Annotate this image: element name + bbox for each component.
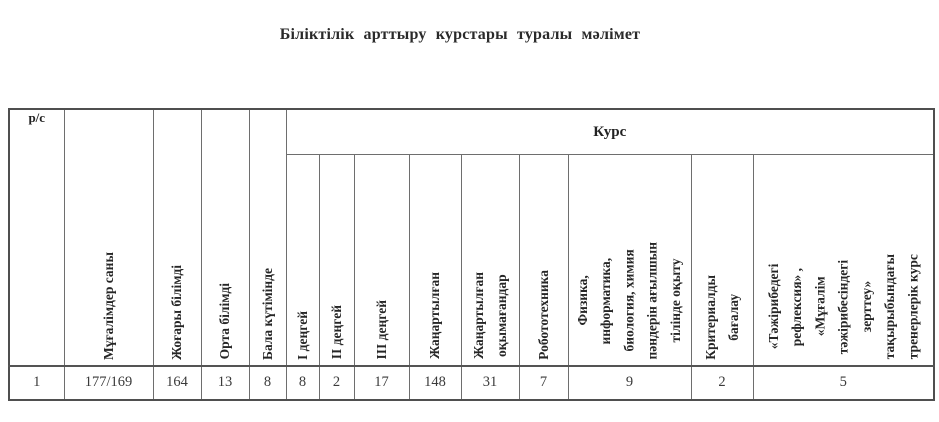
col-header-criteria-assessment: Критериалды бағалау: [690, 154, 754, 366]
cell-childcare-leave: 8: [248, 364, 287, 400]
col-header-level-2: II деңгей: [318, 154, 355, 366]
cell-secondary-education: 13: [200, 364, 250, 400]
col-header-higher-education-label: Жоғары білімді: [169, 264, 185, 360]
col-header-level-2-label: II деңгей: [328, 305, 344, 360]
col-header-science-in-english-label: Физика, информатика, биология, химия пән…: [575, 242, 684, 360]
col-header-trainer-course-label: «Тәжірибедегі рефлексия» , «Мұғалім тәжі…: [766, 254, 921, 360]
col-header-robotics: Робототехника: [518, 154, 569, 366]
cell-robotics: 7: [518, 364, 569, 400]
col-header-level-3: III деңгей: [353, 154, 410, 366]
cell-teacher-count: 177/169: [63, 364, 154, 400]
col-header-teacher-count: Мұғалімдер саны: [63, 108, 154, 366]
col-header-criteria-assessment-label: Критериалды бағалау: [702, 274, 741, 360]
cell-updated-program: 148: [408, 364, 462, 400]
col-header-updated-program-label: Жаңартылған: [427, 272, 443, 360]
col-header-level-1: I деңгей: [285, 154, 320, 366]
header-group-row: р/с Мұғалімдер саны Жоғары білімді Орта …: [8, 108, 935, 366]
table-data-row: 1 177/169 164 13 8 8 2 17 148 31 7 9 2 5: [8, 364, 935, 400]
col-header-robotics-label: Робототехника: [535, 269, 551, 360]
cell-level-2: 2: [318, 364, 355, 400]
col-header-updated-not-trained-label: Жаңартылған оқымағандар: [470, 272, 509, 360]
col-header-trainer-course: «Тәжірибедегі рефлексия» , «Мұғалім тәжі…: [752, 154, 935, 366]
cell-level-1: 8: [285, 364, 320, 400]
col-header-level-3-label: III деңгей: [373, 300, 389, 360]
course-subheader-row: I деңгей II деңгей III деңгей Жаңартылға…: [9, 154, 935, 366]
course-group-header: Курс: [285, 108, 935, 155]
col-header-teacher-count-label: Мұғалімдер саны: [100, 251, 116, 360]
cell-row-number: 1: [8, 364, 65, 400]
col-header-secondary-education: Орта білімді: [200, 108, 250, 366]
col-header-updated-not-trained: Жаңартылған оқымағандар: [460, 154, 520, 366]
qualification-courses-table: р/с Мұғалімдер саны Жоғары білімді Орта …: [8, 108, 936, 401]
cell-higher-education: 164: [152, 364, 202, 400]
col-header-secondary-education-label: Орта білімді: [217, 283, 233, 360]
col-header-level-1-label: I деңгей: [294, 310, 310, 360]
col-header-higher-education: Жоғары білімді: [152, 108, 202, 366]
cell-level-3: 17: [353, 364, 410, 400]
corner-cell-rs: р/с: [8, 108, 65, 366]
page-title: Біліктілік арттыру курстары туралы мәлім…: [279, 26, 641, 43]
cell-trainer-course: 5: [752, 364, 935, 400]
cell-updated-not-trained: 31: [460, 364, 520, 400]
col-header-childcare-leave-label: Бала күтімінде: [259, 267, 275, 360]
cell-science-in-english: 9: [567, 364, 692, 400]
col-header-science-in-english: Физика, информатика, биология, химия пән…: [567, 154, 692, 366]
col-header-updated-program: Жаңартылған: [408, 154, 462, 366]
col-header-childcare-leave: Бала күтімінде: [248, 108, 287, 366]
cell-criteria-assessment: 2: [690, 364, 754, 400]
